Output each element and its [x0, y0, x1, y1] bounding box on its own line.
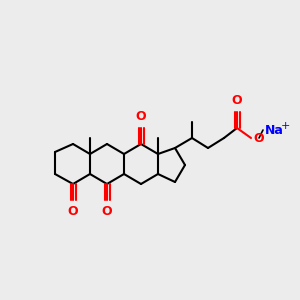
Text: Na: Na [265, 124, 284, 136]
Text: O: O [232, 94, 242, 107]
Text: O: O [68, 205, 78, 218]
Text: O: O [136, 110, 146, 123]
Text: O: O [253, 131, 264, 145]
Text: +: + [281, 121, 290, 131]
Text: O: O [102, 205, 112, 218]
